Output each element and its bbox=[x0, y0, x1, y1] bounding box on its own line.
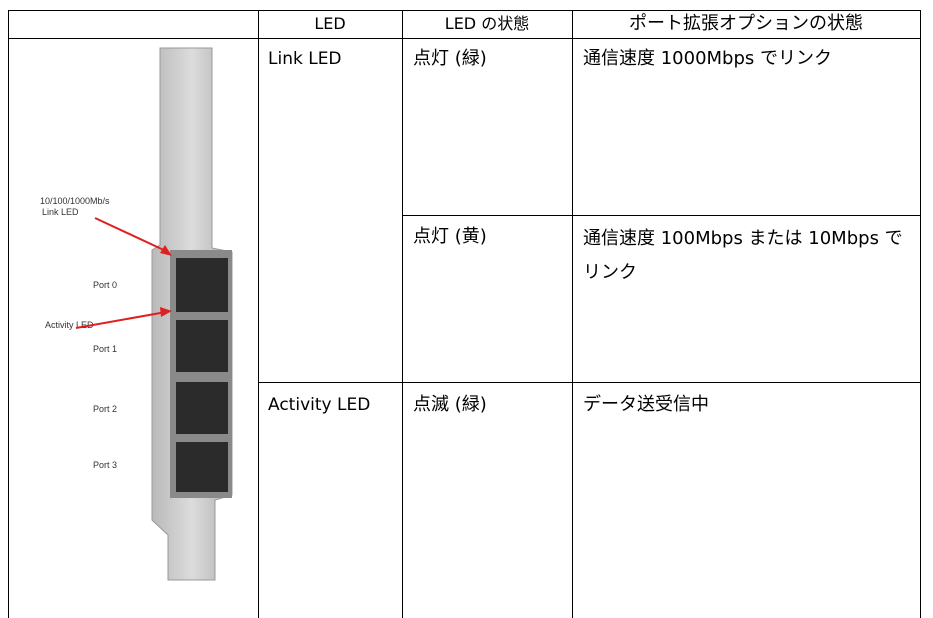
arrow bbox=[75, 311, 167, 329]
figure-label: Activity LED bbox=[45, 320, 94, 330]
port bbox=[176, 382, 228, 434]
state-cell: 点滅 (緑) bbox=[413, 394, 487, 415]
table-border bbox=[402, 215, 921, 216]
table-border bbox=[8, 10, 921, 11]
figure-label: 10/100/1000Mb/s bbox=[40, 196, 110, 206]
table-border bbox=[258, 382, 921, 383]
header-cell: ポート拡張オプションの状態 bbox=[629, 13, 863, 34]
figure-label: Port 1 bbox=[93, 344, 117, 354]
arrow-head bbox=[160, 245, 172, 256]
bracket-figure: 10/100/1000Mb/s Link LED Port 0 Activity… bbox=[40, 47, 233, 581]
figure-label: Link LED bbox=[42, 207, 79, 217]
led-cell: Link LED bbox=[268, 49, 342, 69]
port bbox=[176, 442, 228, 492]
led-cell: Activity LED bbox=[268, 395, 371, 415]
figure-label: Port 3 bbox=[93, 460, 117, 470]
arrow-head bbox=[160, 307, 172, 317]
state-cell: 点灯 (緑) bbox=[413, 48, 487, 69]
description-cell: 通信速度 100Mbps または 10Mbps でリンク bbox=[583, 228, 903, 283]
header-cell: LED bbox=[314, 14, 346, 33]
table-border bbox=[258, 10, 259, 618]
arrow bbox=[94, 217, 169, 253]
port bbox=[176, 258, 228, 312]
port bbox=[176, 320, 228, 372]
table-border bbox=[920, 10, 921, 618]
table-border bbox=[402, 10, 403, 618]
table-border bbox=[8, 38, 921, 39]
table-border bbox=[572, 10, 573, 618]
figure-label: Port 0 bbox=[93, 280, 117, 290]
figure-label: Port 2 bbox=[93, 404, 117, 414]
state-cell: 点灯 (黄) bbox=[413, 226, 487, 247]
description-cell: 通信速度 1000Mbps でリンク bbox=[583, 48, 833, 69]
table-border bbox=[8, 10, 9, 618]
header-cell: LED の状態 bbox=[444, 14, 530, 33]
description-cell: データ送受信中 bbox=[583, 394, 709, 415]
